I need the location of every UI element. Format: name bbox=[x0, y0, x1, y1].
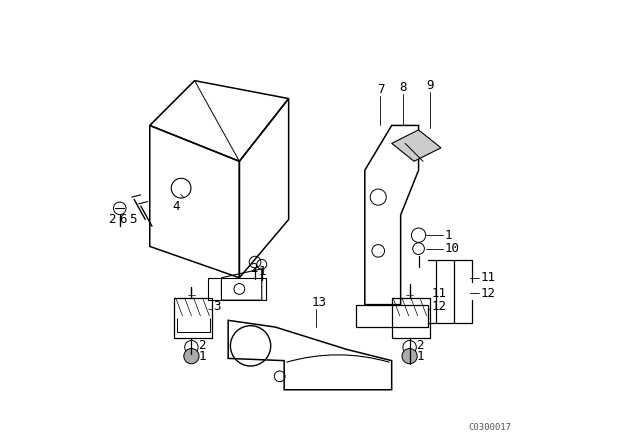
Text: 1: 1 bbox=[259, 264, 266, 278]
Circle shape bbox=[184, 349, 199, 364]
Text: 5: 5 bbox=[130, 213, 137, 226]
Text: 9: 9 bbox=[427, 78, 434, 92]
Text: 10: 10 bbox=[445, 242, 460, 255]
Text: 1: 1 bbox=[417, 349, 424, 363]
Text: 2: 2 bbox=[417, 339, 424, 353]
Text: 6: 6 bbox=[119, 213, 127, 226]
Text: C0300017: C0300017 bbox=[468, 423, 512, 432]
Circle shape bbox=[402, 349, 417, 364]
Text: 11: 11 bbox=[481, 271, 495, 284]
Text: 1: 1 bbox=[445, 228, 452, 242]
Text: 4: 4 bbox=[172, 199, 180, 213]
Text: 2: 2 bbox=[198, 339, 205, 353]
Text: 13: 13 bbox=[312, 296, 327, 309]
Text: 12: 12 bbox=[431, 300, 446, 314]
Text: 8: 8 bbox=[400, 81, 407, 94]
Text: 11: 11 bbox=[431, 287, 446, 300]
Text: 12: 12 bbox=[481, 287, 495, 300]
Text: 7: 7 bbox=[378, 83, 385, 96]
Polygon shape bbox=[392, 130, 441, 161]
Text: 3: 3 bbox=[213, 300, 221, 314]
Text: 2: 2 bbox=[250, 262, 257, 276]
Text: 2: 2 bbox=[109, 213, 116, 226]
Text: 1: 1 bbox=[198, 349, 205, 363]
